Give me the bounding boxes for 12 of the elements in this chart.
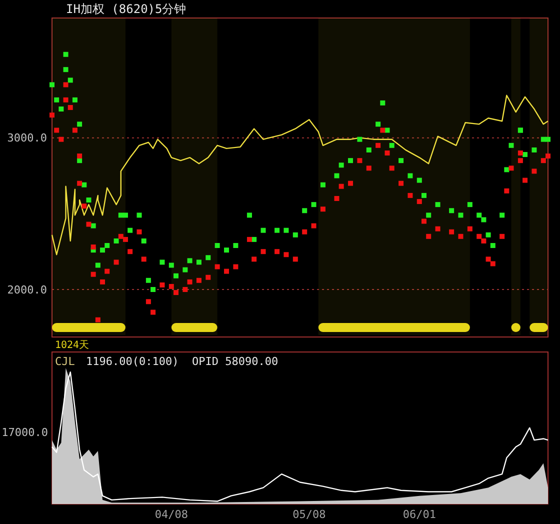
text: 1024天 (55, 340, 90, 351)
x-tick-label: 05/08 (292, 508, 326, 521)
y-tick-label: 2000.0 (7, 283, 47, 296)
x-tick-label: 06/01 (402, 508, 436, 521)
chart-title: IH加权 (8620)5分钟 (66, 2, 186, 16)
annotation: 1196.00(0:100) (86, 355, 179, 368)
annotation: OPID 58090.00 (192, 355, 278, 368)
line-series (51, 94, 549, 256)
annotation: CJL (55, 355, 76, 368)
y-tick-label: 3000.0 (7, 132, 47, 145)
text: 17000.0 (2, 426, 48, 439)
x-tick-label: 04/08 (154, 508, 188, 521)
